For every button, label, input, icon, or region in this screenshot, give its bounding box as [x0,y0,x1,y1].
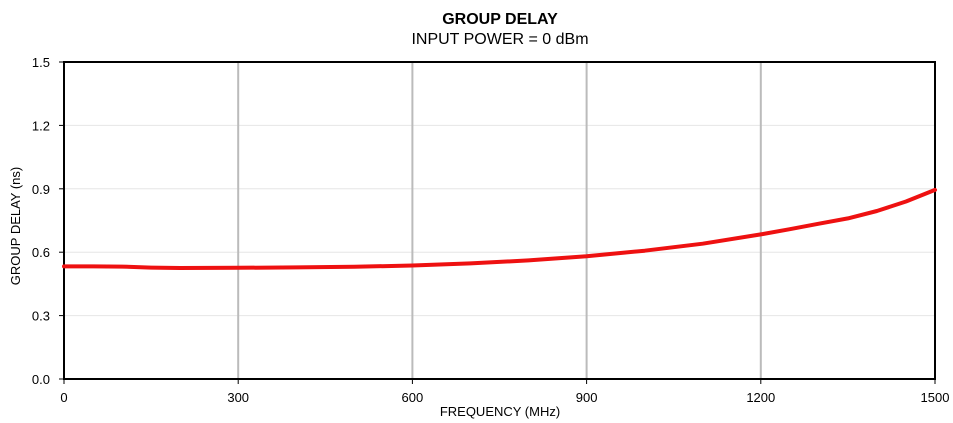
y-axis-label: GROUP DELAY (ns) [8,167,23,285]
series-group [62,187,937,270]
x-tick-label: 1500 [921,390,950,405]
x-axis-label: FREQUENCY (MHz) [440,404,560,419]
x-tick-label: 1200 [746,390,775,405]
y-tick-label: 1.5 [32,55,50,70]
grid-lines [64,61,935,379]
y-tick-label: 0.0 [32,372,50,387]
plot-frame [63,61,936,380]
plot-axes [59,61,936,384]
y-tick-label: 1.2 [32,118,50,133]
x-tick-label: 0 [60,390,67,405]
chart-title: GROUP DELAY [442,11,558,28]
tick-labels: 0 300 600 900 1200 1500 0.0 0.3 0.6 0.9 1.2 1.5 [32,55,950,405]
group-delay-line [62,187,937,270]
y-tick-label: 0.6 [32,245,50,260]
chart-subtitle: INPUT POWER = 0 dBm [411,31,588,48]
y-tick-label: 0.9 [32,182,50,197]
x-tick-label: 300 [227,390,249,405]
y-tick-label: 0.3 [32,309,50,324]
x-tick-label: 600 [402,390,424,405]
x-tick-label: 900 [576,390,598,405]
